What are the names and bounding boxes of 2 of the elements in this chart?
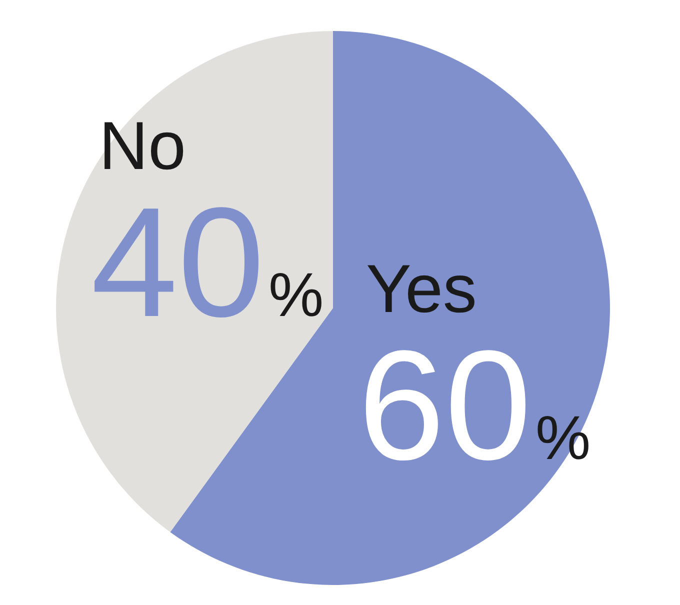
pie-slice xyxy=(56,31,333,532)
slice-label: Yes xyxy=(366,251,477,327)
